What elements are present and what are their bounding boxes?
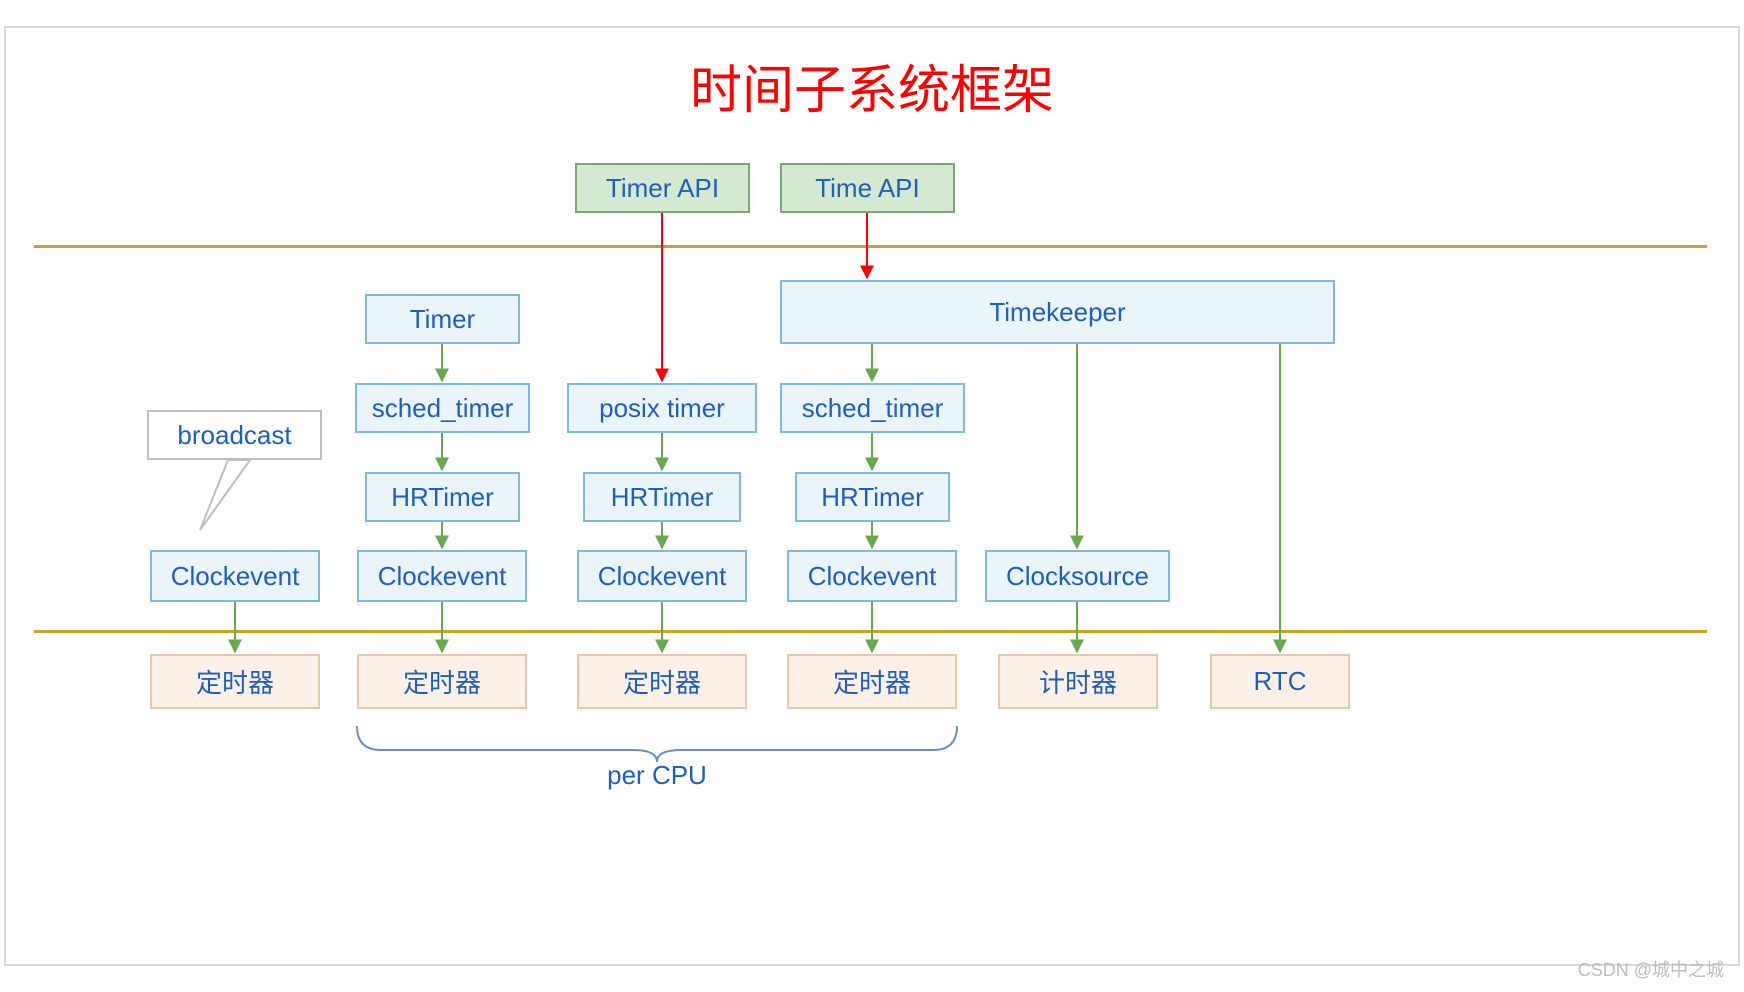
node-timer_api: Timer API [575,163,750,213]
node-d3: 定时器 [787,654,957,709]
node-ce1: Clockevent [357,550,527,602]
node-posix: posix timer [567,383,757,433]
node-hr2: HRTimer [583,472,741,522]
separator-line [34,245,1707,248]
separator-line [34,630,1707,633]
node-time_api: Time API [780,163,955,213]
diagram-canvas: 时间子系统框架 Timer API Time API Timer Timekeeper… [0,0,1744,992]
node-rtc: RTC [1210,654,1350,709]
node-d2: 定时器 [577,654,747,709]
diagram-title: 时间子系统框架 [0,48,1744,123]
node-timer: Timer [365,294,520,344]
node-ce0: Clockevent [150,550,320,602]
node-d0: 定时器 [150,654,320,709]
brace-label: per CPU [577,760,737,791]
node-broadcast: broadcast [147,410,322,460]
node-timekeeper: Timekeeper [780,280,1335,344]
node-hr3: HRTimer [795,472,950,522]
node-cs: Clocksource [985,550,1170,602]
node-ce2: Clockevent [577,550,747,602]
node-counter: 计时器 [998,654,1158,709]
node-sched2: sched_timer [780,383,965,433]
node-hr1: HRTimer [365,472,520,522]
node-ce3: Clockevent [787,550,957,602]
watermark: CSDN @城中之城 [1578,956,1724,982]
node-d1: 定时器 [357,654,527,709]
node-sched1: sched_timer [355,383,530,433]
